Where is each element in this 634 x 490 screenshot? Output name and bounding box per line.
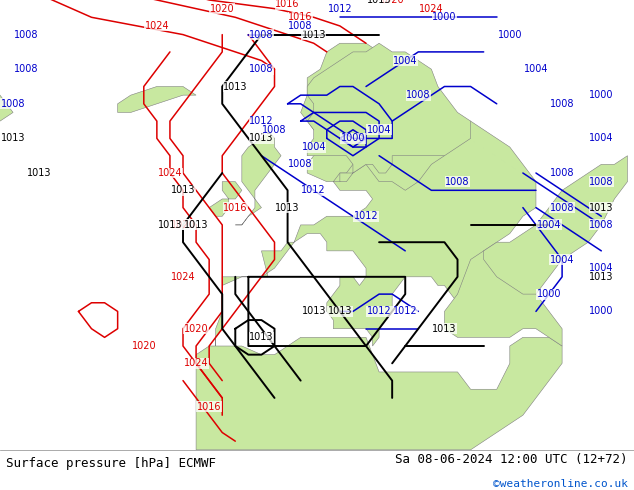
Text: 1013: 1013 [328, 306, 352, 317]
Text: 1008: 1008 [550, 99, 574, 109]
Text: 1013: 1013 [367, 0, 391, 5]
Text: 1000: 1000 [537, 289, 561, 299]
Text: 1013: 1013 [171, 185, 195, 196]
Text: 1020: 1020 [184, 324, 209, 334]
Text: 1013: 1013 [223, 81, 247, 92]
Text: 1013: 1013 [27, 168, 51, 178]
Text: 1013: 1013 [432, 324, 456, 334]
Text: ©weatheronline.co.uk: ©weatheronline.co.uk [493, 479, 628, 489]
Text: 1008: 1008 [406, 90, 430, 100]
Text: 1004: 1004 [524, 64, 548, 74]
Polygon shape [0, 52, 13, 121]
Text: 1008: 1008 [550, 202, 574, 213]
Polygon shape [209, 182, 242, 216]
Text: 1012: 1012 [301, 185, 326, 196]
Text: 1013: 1013 [302, 29, 326, 40]
Text: 1000: 1000 [589, 90, 614, 100]
Text: 1016: 1016 [275, 0, 300, 9]
Text: 1004: 1004 [393, 55, 417, 66]
Text: 1013: 1013 [589, 272, 614, 282]
Polygon shape [196, 337, 562, 450]
Polygon shape [307, 43, 470, 182]
Polygon shape [444, 251, 562, 346]
Text: 1020: 1020 [380, 0, 404, 5]
Text: 1012: 1012 [249, 116, 274, 126]
Text: 1008: 1008 [14, 29, 39, 40]
Text: 1016: 1016 [223, 202, 247, 213]
Text: 1013: 1013 [158, 220, 182, 230]
Text: 1008: 1008 [589, 177, 614, 187]
Text: 1008: 1008 [1, 99, 25, 109]
Text: 1024: 1024 [171, 272, 195, 282]
Text: 1004: 1004 [367, 125, 391, 135]
Text: 1013: 1013 [302, 306, 326, 317]
Text: 1012: 1012 [354, 211, 378, 221]
Text: 1020: 1020 [131, 341, 156, 351]
Text: 1004: 1004 [537, 220, 561, 230]
Text: 1013: 1013 [249, 332, 274, 343]
Text: Surface pressure [hPa] ECMWF: Surface pressure [hPa] ECMWF [6, 457, 216, 470]
Text: 1008: 1008 [288, 159, 313, 170]
Text: 1004: 1004 [302, 142, 326, 152]
Text: 1012: 1012 [367, 306, 391, 317]
Text: 1004: 1004 [589, 263, 614, 273]
Text: 1013: 1013 [184, 220, 209, 230]
Text: 1020: 1020 [210, 3, 235, 14]
Text: 1013: 1013 [249, 133, 274, 144]
Polygon shape [484, 156, 628, 294]
Text: 1000: 1000 [432, 12, 456, 23]
Text: 1012: 1012 [328, 3, 353, 14]
Text: 1008: 1008 [262, 125, 287, 135]
Polygon shape [216, 43, 536, 346]
Text: 1016: 1016 [288, 12, 313, 23]
Text: 1008: 1008 [288, 21, 313, 31]
Text: 1024: 1024 [158, 168, 182, 178]
Text: 1000: 1000 [340, 133, 365, 144]
Polygon shape [118, 87, 196, 113]
Text: 1008: 1008 [249, 29, 274, 40]
Text: 1020: 1020 [171, 220, 195, 230]
Text: 1024: 1024 [184, 358, 209, 368]
Text: 1000: 1000 [498, 29, 522, 40]
Text: 1013: 1013 [1, 133, 25, 144]
Text: 1004: 1004 [589, 133, 614, 144]
Text: 1024: 1024 [145, 21, 169, 31]
Text: 1024: 1024 [419, 3, 444, 14]
Text: 1004: 1004 [550, 254, 574, 265]
Text: 1000: 1000 [589, 306, 614, 317]
Text: 1013: 1013 [589, 202, 614, 213]
Text: 1008: 1008 [14, 64, 39, 74]
Text: 1016: 1016 [197, 402, 221, 412]
Text: 1012: 1012 [393, 306, 418, 317]
Text: Sa 08-06-2024 12:00 UTC (12+72): Sa 08-06-2024 12:00 UTC (12+72) [395, 453, 628, 466]
Text: 1008: 1008 [445, 177, 470, 187]
Text: 1008: 1008 [249, 64, 274, 74]
Polygon shape [235, 130, 281, 225]
Text: 1008: 1008 [550, 168, 574, 178]
Text: 1013: 1013 [275, 202, 300, 213]
Text: 1008: 1008 [589, 220, 614, 230]
